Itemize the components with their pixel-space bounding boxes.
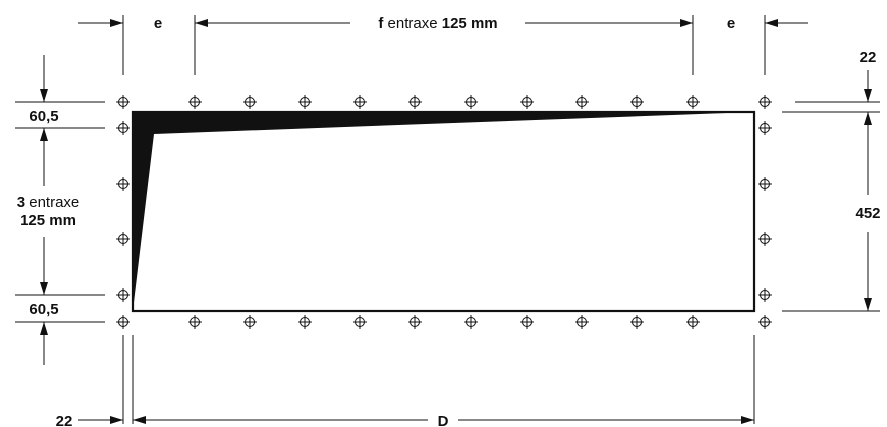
fixing-hole-icon xyxy=(758,288,772,302)
dim-height-label: 452 xyxy=(855,205,880,222)
fixing-hole-icon xyxy=(464,315,478,329)
fixing-hole-icon xyxy=(520,95,534,109)
fixing-hole-icon xyxy=(758,95,772,109)
dim-bottom-offset-arrow xyxy=(40,322,48,335)
fixing-hole-icon xyxy=(188,315,202,329)
fixing-hole-icon xyxy=(116,95,130,109)
dim-e-left-arrow xyxy=(110,19,123,27)
dim-f-label: f entraxe 125 mm xyxy=(378,15,497,32)
fixing-hole-icon xyxy=(520,315,534,329)
fixing-hole-icon xyxy=(575,315,589,329)
dim-top-margin-label: 22 xyxy=(860,49,877,66)
dim-top-margin-arrow-upper xyxy=(864,89,872,102)
dim-vert-label-line2: 125 mm xyxy=(20,212,76,229)
dim-vert-bottom-arrow xyxy=(40,282,48,295)
panel-outline xyxy=(131,110,756,313)
fixing-hole-icon xyxy=(758,232,772,246)
fixing-hole-icon xyxy=(758,121,772,135)
dim-f-value: 125 mm xyxy=(442,15,498,32)
slope-profile xyxy=(133,112,754,311)
fixing-hole-icon xyxy=(630,315,644,329)
dim-f-left-arrow xyxy=(195,19,208,27)
fixing-hole-icon xyxy=(243,315,257,329)
fixing-hole-icon xyxy=(630,95,644,109)
dim-vert-count: 3 xyxy=(17,194,25,211)
fixing-hole-icon xyxy=(116,288,130,302)
dim-vert-top-arrow xyxy=(40,128,48,141)
fixing-hole-icon xyxy=(298,95,312,109)
dim-length-label: D xyxy=(438,413,449,427)
dim-f-prefix: f xyxy=(378,15,384,32)
dim-e-right-label: e xyxy=(727,15,735,32)
fixing-hole-icon xyxy=(686,95,700,109)
fixing-hole-icon xyxy=(758,177,772,191)
dim-top-offset-label: 60,5 xyxy=(29,108,58,125)
fixing-hole-icon xyxy=(243,95,257,109)
dim-e-left-label: e xyxy=(154,15,162,32)
dim-vert-label-line1: 3 entraxe xyxy=(17,194,80,211)
fixing-hole-icon xyxy=(408,315,422,329)
fixing-hole-icon xyxy=(188,95,202,109)
fixing-hole-icon xyxy=(116,177,130,191)
fixing-hole-icon xyxy=(353,315,367,329)
dim-length-left-arrow xyxy=(133,416,146,424)
fixing-hole-icon xyxy=(116,232,130,246)
dim-length-right-arrow xyxy=(741,416,754,424)
fixing-hole-icon xyxy=(758,315,772,329)
dim-f-word: entraxe xyxy=(383,15,441,32)
dim-height-bottom-arrow xyxy=(864,298,872,311)
fixing-hole-icon xyxy=(464,95,478,109)
fixing-hole-icon xyxy=(686,315,700,329)
fixing-hole-icon xyxy=(116,121,130,135)
dim-height-top-arrow xyxy=(864,112,872,125)
dim-e-right-arrow xyxy=(765,19,778,27)
dim-vert-word: entraxe xyxy=(25,194,79,211)
fixing-hole-icon xyxy=(298,315,312,329)
dim-bottom-offset-label: 60,5 xyxy=(29,301,58,318)
dim-bottom-margin-label: 22 xyxy=(56,413,73,427)
fixing-holes xyxy=(116,95,772,329)
fixing-hole-icon xyxy=(116,315,130,329)
dim-f-right-arrow xyxy=(680,19,693,27)
dim-top-offset-arrow xyxy=(40,89,48,102)
fixing-hole-icon xyxy=(353,95,367,109)
fixing-hole-icon xyxy=(408,95,422,109)
dim-bottom-margin-arrow xyxy=(110,416,123,424)
fixing-hole-icon xyxy=(575,95,589,109)
